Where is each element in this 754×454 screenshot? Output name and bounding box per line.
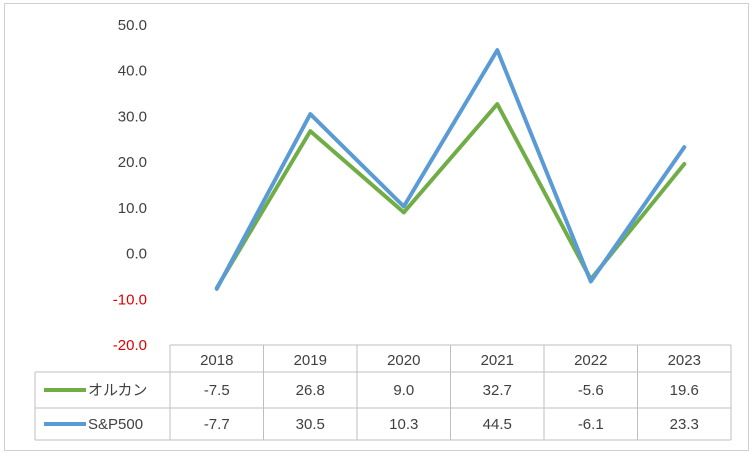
table-value: -6.1 — [578, 416, 604, 433]
category-label: 2020 — [387, 352, 420, 369]
y-tick-label: 40.0 — [118, 63, 147, 80]
data-table-headers: 2018 2019 2020 2021 2022 2023 — [200, 352, 701, 369]
table-value: 30.5 — [296, 416, 325, 433]
table-value: -7.5 — [204, 382, 230, 399]
table-value: -7.7 — [204, 416, 230, 433]
category-label: 2023 — [668, 352, 701, 369]
table-value: 26.8 — [296, 382, 325, 399]
table-value: 19.6 — [670, 382, 699, 399]
table-value: 23.3 — [670, 416, 699, 433]
table-value: 10.3 — [389, 416, 418, 433]
series-line — [214, 48, 687, 291]
data-table-legend: オルカン S&P500 — [44, 382, 148, 433]
y-tick-label: 50.0 — [118, 17, 147, 34]
category-label: 2022 — [574, 352, 607, 369]
y-tick-label: -10.0 — [113, 291, 147, 308]
y-tick-label: 10.0 — [118, 200, 147, 217]
data-table-grid — [34, 344, 732, 441]
y-tick-label: 0.0 — [126, 246, 147, 263]
category-label: 2018 — [200, 352, 233, 369]
y-tick-label: 30.0 — [118, 108, 147, 125]
y-tick-label: 20.0 — [118, 154, 147, 171]
table-value: -5.6 — [578, 382, 604, 399]
table-value: 9.0 — [393, 382, 414, 399]
series-lines — [214, 48, 687, 291]
data-table-values: -7.5 26.8 9.0 32.7 -5.6 19.6 -7.7 30.5 10.3 44.5 -… — [204, 382, 699, 433]
y-axis-ticks: 50.0 40.0 30.0 20.0 10.0 0.0 -10.0 -20.0 — [113, 17, 147, 354]
legend-label: S&P500 — [88, 416, 143, 433]
chart-frame — [4, 3, 749, 451]
legend-label: オルカン — [88, 382, 148, 399]
category-label: 2019 — [294, 352, 327, 369]
table-value: 32.7 — [483, 382, 512, 399]
category-label: 2021 — [481, 352, 514, 369]
y-tick-label: -20.0 — [113, 337, 147, 354]
table-value: 44.5 — [483, 416, 512, 433]
